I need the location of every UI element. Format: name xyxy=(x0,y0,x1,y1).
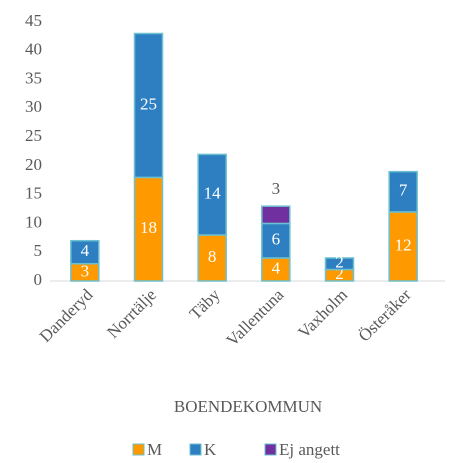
y-tick-label: 0 xyxy=(34,270,43,289)
x-tick-label: Vallentuna xyxy=(223,285,288,350)
bar-segment xyxy=(261,205,291,225)
x-axis-title: BOENDEKOMMUN xyxy=(174,397,322,416)
bar-segment xyxy=(388,211,418,282)
x-tick-label: Täby xyxy=(186,285,224,323)
bar-segment xyxy=(261,222,291,259)
bar-segment xyxy=(324,257,355,271)
x-tick-label: Österåker xyxy=(355,285,415,345)
data-label: 2 xyxy=(335,264,344,283)
legend-swatch xyxy=(264,443,277,456)
data-label: 2 xyxy=(335,253,344,272)
y-tick-label: 45 xyxy=(25,11,42,30)
data-label: 4 xyxy=(81,241,90,260)
legend-swatch xyxy=(132,443,145,456)
data-label: 3 xyxy=(272,179,281,198)
data-label: 7 xyxy=(399,181,408,200)
y-tick-label: 40 xyxy=(25,40,42,59)
data-label: 25 xyxy=(140,94,157,113)
legend-swatch xyxy=(189,443,202,456)
data-label: 6 xyxy=(272,230,281,249)
bar-segment xyxy=(133,32,164,179)
y-tick-label: 10 xyxy=(25,212,42,231)
y-tick-label: 15 xyxy=(25,184,42,203)
y-tick-label: 30 xyxy=(25,97,42,116)
bar-segment xyxy=(388,170,418,213)
x-tick-label: Vaxholm xyxy=(294,285,351,342)
x-tick-label: Norrtälje xyxy=(103,285,160,342)
data-label: 14 xyxy=(204,184,222,203)
data-label: 18 xyxy=(140,218,157,237)
bar-segment xyxy=(70,239,100,265)
data-label: 12 xyxy=(395,235,412,254)
y-tick-label: 5 xyxy=(34,241,43,260)
data-label: 8 xyxy=(208,247,217,266)
legend-label: Ej angett xyxy=(279,440,340,459)
y-tick-label: 35 xyxy=(25,68,42,87)
legend-label: M xyxy=(147,440,162,459)
legend-label: K xyxy=(204,440,217,459)
bar-segment xyxy=(197,153,227,236)
data-label: 4 xyxy=(272,258,281,277)
x-tick-label: Danderyd xyxy=(36,285,97,346)
y-tick-label: 20 xyxy=(25,155,42,174)
y-tick-label: 25 xyxy=(25,126,42,145)
data-label: 3 xyxy=(81,261,90,280)
bar-segment xyxy=(197,234,227,282)
